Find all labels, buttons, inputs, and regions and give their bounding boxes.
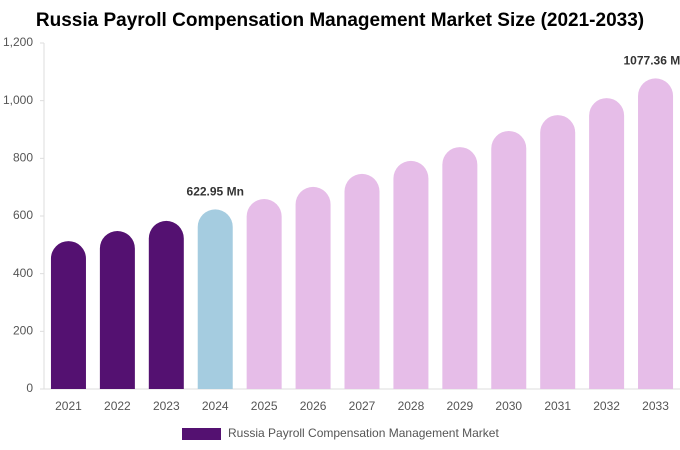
x-tick-label: 2026 (300, 399, 327, 413)
chart-title: Russia Payroll Compensation Management M… (36, 10, 644, 31)
bar (344, 173, 380, 389)
x-tick-label: 2022 (104, 399, 131, 413)
bar (50, 241, 86, 389)
x-tick-label: 2032 (593, 399, 620, 413)
x-tick-label: 2023 (153, 399, 180, 413)
bar (540, 115, 576, 390)
x-tick-label: 2030 (495, 399, 522, 413)
x-tick-label: 2024 (202, 399, 229, 413)
x-tick-label: 2021 (55, 399, 82, 413)
y-tick-label: 200 (13, 324, 33, 338)
y-tick-label: 400 (13, 266, 33, 280)
x-tick-label: 2028 (398, 399, 425, 413)
bar (491, 130, 527, 390)
y-tick-label: 1,000 (3, 93, 33, 107)
bar (197, 209, 233, 389)
legend-swatch (182, 428, 221, 440)
y-tick-label: 600 (13, 208, 33, 222)
y-tick-label: 0 (26, 381, 33, 395)
legend-label: Russia Payroll Compensation Management M… (228, 426, 499, 440)
bar (638, 78, 674, 389)
bar (393, 160, 429, 389)
x-tick-label: 2029 (446, 399, 473, 413)
bar (99, 230, 135, 389)
bar (589, 98, 625, 390)
y-tick-label: 800 (13, 151, 33, 165)
value-label: 1077.36 Mn (624, 54, 680, 68)
x-tick-label: 2025 (251, 399, 278, 413)
bar (295, 186, 331, 389)
bar (442, 147, 478, 389)
x-tick-label: 2031 (544, 399, 571, 413)
bar (246, 198, 282, 389)
value-label: 622.95 Mn (187, 185, 244, 199)
x-tick-label: 2027 (349, 399, 376, 413)
x-tick-label: 2033 (642, 399, 669, 413)
bar (148, 220, 184, 389)
y-tick-label: 1,200 (3, 35, 33, 49)
